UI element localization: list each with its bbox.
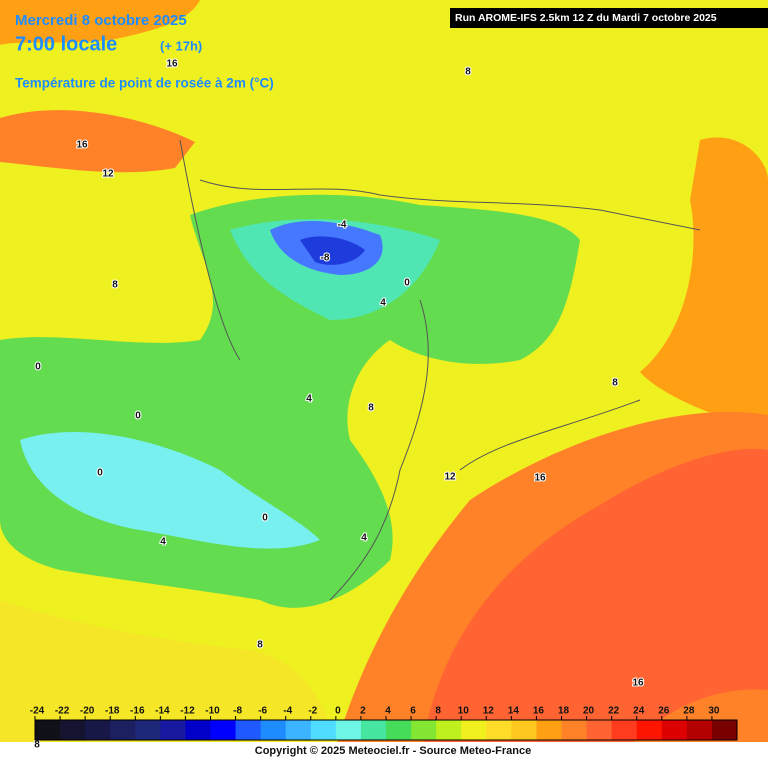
legend-swatch xyxy=(60,720,86,740)
contour-label: 16 xyxy=(76,140,88,151)
legend-swatch xyxy=(436,720,462,740)
time: 7:00 locale xyxy=(15,33,117,55)
date: Mercredi 8 octobre 2025 xyxy=(15,12,187,29)
legend-swatch xyxy=(235,720,262,740)
legend-swatch xyxy=(511,720,537,740)
legend-label: 24 xyxy=(633,706,645,717)
contour-label: 0 xyxy=(262,513,268,524)
legend-label: -8 xyxy=(233,706,242,717)
legend-label: 16 xyxy=(533,706,545,717)
legend-label: -18 xyxy=(105,706,120,717)
cool-area xyxy=(20,431,320,549)
contour-label: 8 xyxy=(612,378,618,389)
contour-label: 8 xyxy=(112,280,118,291)
legend-label: 22 xyxy=(608,706,620,717)
legend-label: 30 xyxy=(708,706,720,717)
contour-label: 4 xyxy=(380,298,386,309)
legend-swatch xyxy=(586,720,613,740)
border xyxy=(179,139,701,601)
legend-label: 20 xyxy=(583,706,595,717)
footer-bg xyxy=(0,742,768,768)
legend-label: -16 xyxy=(130,706,145,717)
legend-label: 18 xyxy=(558,706,570,717)
legend-swatch xyxy=(160,720,186,740)
contour-label: 8 xyxy=(34,740,40,751)
legend-swatch xyxy=(636,720,663,740)
legend-label: -14 xyxy=(155,706,170,717)
legend-label: -4 xyxy=(283,706,292,717)
legend-label: 2 xyxy=(360,706,366,717)
warm-area xyxy=(0,0,200,45)
legend-swatch xyxy=(310,720,337,740)
legend-swatch xyxy=(486,720,512,740)
warm-area xyxy=(640,137,768,430)
contour-label: 0 xyxy=(35,362,41,373)
legend-label: 28 xyxy=(683,706,695,717)
legend-swatch xyxy=(110,720,136,740)
contour-label: 16 xyxy=(534,473,546,484)
legend-swatch xyxy=(210,720,237,740)
footer: Copyright © 2025 Meteociel.fr - Source M… xyxy=(255,745,531,757)
legend-label: -6 xyxy=(258,706,267,717)
run-info: Run AROME-IFS 2.5km 12 Z du Mardi 7 octo… xyxy=(455,12,717,24)
legend-swatch xyxy=(536,720,562,740)
contour-label: 4 xyxy=(160,537,166,548)
map-title: Température de point de rosée à 2m (°C) xyxy=(15,76,274,91)
legend-label: 0 xyxy=(335,706,341,717)
lead-time: (+ 17h) xyxy=(160,38,202,53)
contour-label: 4 xyxy=(361,533,367,544)
legend-label: 10 xyxy=(458,706,470,717)
legend-swatch xyxy=(411,720,437,740)
legend-label: -22 xyxy=(55,706,70,717)
legend-swatch xyxy=(386,720,412,740)
legend-label: 12 xyxy=(483,706,495,717)
legend-swatch xyxy=(185,720,211,740)
contour-label: -4 xyxy=(338,220,347,231)
contour-label: 12 xyxy=(444,472,456,483)
legend-swatch xyxy=(561,720,588,740)
legend-label: 8 xyxy=(435,706,441,717)
contour-label: 0 xyxy=(404,278,410,289)
legend-swatch xyxy=(711,720,738,740)
contour-label: -8 xyxy=(321,253,330,264)
contour-label: 8 xyxy=(465,67,471,78)
legend-swatch xyxy=(335,720,362,740)
legend-label: -12 xyxy=(180,706,195,717)
legend-swatch xyxy=(661,720,688,740)
cold-area xyxy=(300,236,365,265)
legend-swatch xyxy=(461,720,487,740)
contour-label: 16 xyxy=(632,678,644,689)
legend-swatch xyxy=(611,720,638,740)
legend-label: 14 xyxy=(508,706,520,717)
contour-label: 0 xyxy=(97,468,103,479)
legend-label: 4 xyxy=(385,706,391,717)
legend-label: -2 xyxy=(308,706,317,717)
legend-swatch xyxy=(285,720,312,740)
contour-label: 16 xyxy=(166,59,178,70)
sea-area xyxy=(420,448,768,768)
contour-label: 8 xyxy=(257,640,263,651)
contour-label: 8 xyxy=(368,403,374,414)
legend-swatch xyxy=(360,720,387,740)
contour-label: 4 xyxy=(306,394,312,405)
legend-label: -20 xyxy=(80,706,95,717)
legend-swatch xyxy=(686,720,713,740)
run-bar xyxy=(450,8,768,28)
warm-area xyxy=(0,110,195,173)
legend-label: 26 xyxy=(658,706,670,717)
legend-label: -10 xyxy=(205,706,220,717)
legend-swatch xyxy=(135,720,161,740)
contour-label: 0 xyxy=(135,411,141,422)
legend-swatch xyxy=(85,720,111,740)
contour-label: 12 xyxy=(102,169,114,180)
legend-label: 6 xyxy=(410,706,416,717)
legend-swatch xyxy=(35,720,61,740)
legend-swatch xyxy=(260,720,287,740)
legend-label: -24 xyxy=(30,706,45,717)
